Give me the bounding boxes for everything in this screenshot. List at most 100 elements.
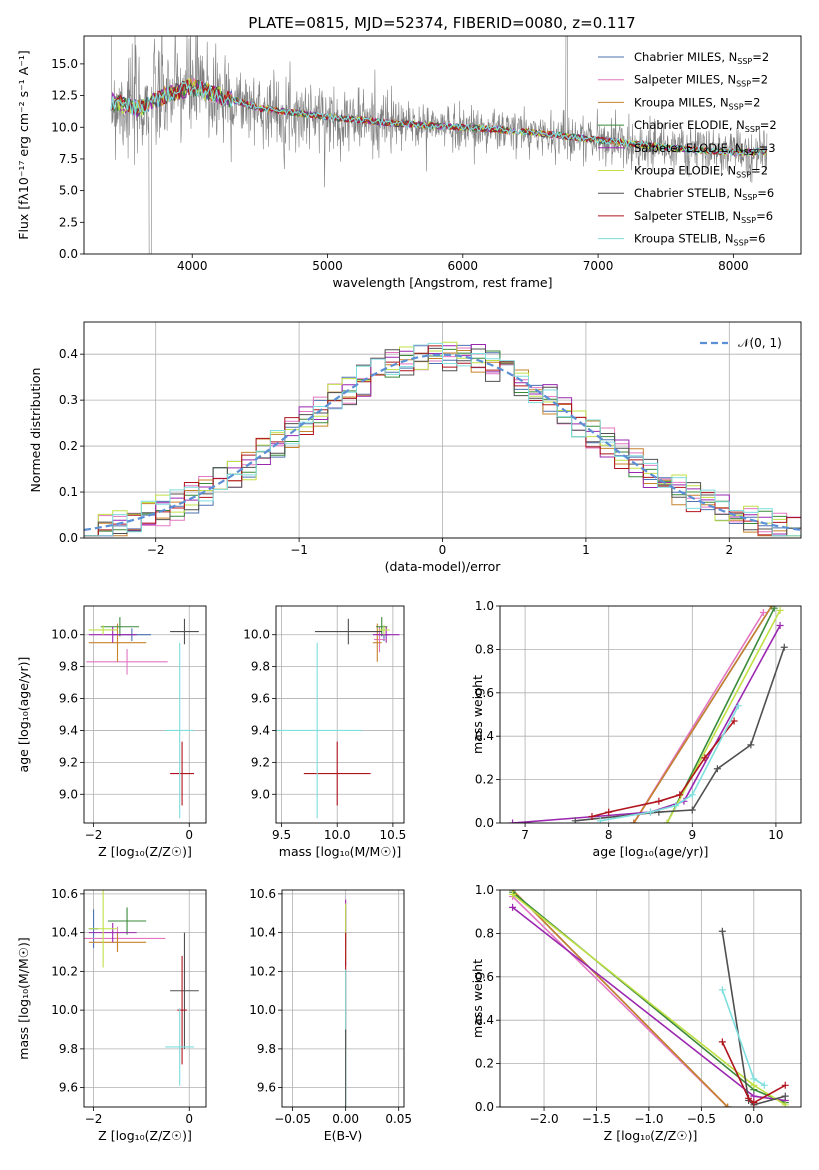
weight-marker [750, 1075, 758, 1083]
legend-label: 𝒩(0, 1) [738, 336, 782, 350]
figure-title: PLATE=0815, MJD=52374, FIBERID=0080, z=0… [248, 14, 635, 32]
legend-label: Salpeter MILES, NSSP=2 [634, 73, 768, 89]
normal-distribution-curve [84, 353, 801, 531]
x-tick-label: 0.05 [385, 1112, 412, 1126]
legend-subscript: SSP [745, 125, 760, 134]
axes-frame [499, 605, 802, 824]
axes-frame [275, 605, 405, 824]
weight-marker [730, 717, 738, 725]
y-tick-label: 9.8 [59, 1042, 78, 1056]
x-tick-label: 10 [768, 828, 783, 842]
model-spectrum-kroupa-stelib [110, 81, 768, 158]
axes-age_vs_z: −2 0 9.0 9.2 9.4 9.6 9.8 10.0 Z [log₁₀(Z/Z☉)] age… [16, 605, 207, 859]
weight-marker [724, 1103, 732, 1107]
x-axis-label: Z [log₁₀(Z/Z☉)] [604, 1128, 698, 1143]
y-tick-label: 9.4 [251, 723, 270, 737]
legend-suffix: =6 [749, 232, 766, 246]
axes-frame [281, 889, 405, 1108]
weight-marker [655, 797, 663, 805]
weight-marker [688, 791, 696, 799]
x-tick-label: −0.5 [687, 1112, 716, 1126]
x-tick-label: 4000 [177, 259, 208, 273]
weight-marker [781, 1101, 789, 1107]
weight-line-salpeter-stelib [591, 720, 735, 818]
x-tick-label: −2 [85, 828, 103, 842]
weight-marker [750, 1099, 758, 1107]
weight-marker [663, 819, 671, 823]
x-axis-label: mass [log₁₀(M/M☉)] [279, 844, 401, 859]
y-tick-label: 9.0 [251, 787, 270, 801]
y-axis-label: mass [log₁₀(M/M☉)] [16, 937, 31, 1059]
y-axis-label: Flux [fλ10⁻¹⁷ erg cm⁻² s⁻¹ A⁻¹] [16, 50, 31, 239]
weight-marker [747, 741, 755, 749]
x-tick-label: 8 [605, 828, 613, 842]
weight-marker [718, 986, 726, 994]
weight-marker [596, 817, 604, 823]
weight-marker [647, 808, 654, 816]
y-tick-label: 10.4 [51, 926, 78, 940]
legend-suffix: =2 [760, 118, 777, 132]
weight-line-kroupa-elodie [666, 609, 781, 823]
y-tick-label: 9.6 [251, 692, 270, 706]
x-axis-label: Z [log₁₀(Z/Z☉)] [98, 844, 192, 859]
axes-weight_vs_age: 7 8 9 10 0.0 0.2 0.4 0.6 0.8 1.0 age [log₁₀(age/yr… [470, 599, 802, 859]
x-tick-label: −0.05 [274, 1112, 311, 1126]
weight-marker [776, 606, 784, 614]
y-tick-label: 0.6 [475, 970, 494, 984]
x-tick-label: 0.00 [332, 1112, 359, 1126]
residuals-legend: 𝒩(0, 1) [700, 336, 782, 350]
plot-area-spectrum [110, 36, 768, 254]
y-tick-label: 10.2 [51, 964, 78, 978]
weight-marker [718, 927, 726, 935]
y-tick-label: 0.2 [475, 773, 494, 787]
y-tick-label: 0.8 [475, 642, 494, 656]
weight-line-kroupa-miles [512, 890, 729, 1107]
y-tick-label: 9.8 [59, 660, 78, 674]
x-tick-label: 10.0 [324, 828, 351, 842]
x-axis-label: wavelength [Angstrom, rest frame] [332, 275, 552, 290]
y-tick-label: 9.8 [257, 1042, 276, 1056]
weight-marker [745, 1094, 753, 1102]
y-tick-label: 0.4 [475, 729, 494, 743]
weight-marker [759, 609, 767, 617]
plot-area-weight_vs_z [509, 890, 789, 1107]
y-tick-label: 2.5 [59, 215, 78, 229]
legend-subscript: SSP [734, 239, 749, 248]
legend-subscript: SSP [741, 216, 756, 225]
weight-marker [571, 817, 579, 823]
x-tick-label: −2.0 [529, 1112, 558, 1126]
weight-marker [713, 765, 721, 773]
x-axis-label: E(B-V) [324, 1128, 363, 1143]
axes-spectrum: 4000 5000 6000 7000 8000 0.0 2.5 5.0 7.5 10.0 12.5… [16, 35, 802, 290]
weight-marker [734, 702, 742, 710]
legend-label: Chabrier MILES, NSSP=2 [634, 50, 769, 66]
y-tick-label: 9.2 [59, 755, 78, 769]
y-axis-label: age [log₁₀(age/yr)] [16, 657, 31, 773]
model-spectrum-salpeter-stelib [110, 79, 768, 157]
x-tick-label: −2 [147, 543, 165, 557]
y-tick-label: 9.2 [251, 755, 270, 769]
legend-suffix: =6 [756, 209, 773, 223]
legend-suffix: =2 [752, 50, 769, 64]
x-tick-label: 0 [439, 543, 447, 557]
x-tick-label: 7 [521, 828, 529, 842]
x-tick-label: 0.0 [744, 1112, 763, 1126]
y-tick-label: 10.0 [51, 1003, 78, 1017]
x-axis-label: age [log₁₀(age/yr)] [593, 844, 709, 859]
y-axis-label: mass weight [470, 959, 485, 1038]
x-tick-label: 9.5 [272, 828, 291, 842]
legend-subscript: SSP [736, 171, 751, 180]
y-tick-label: 10.0 [51, 120, 78, 134]
weight-marker [509, 890, 517, 898]
x-tick-label: 0 [185, 828, 193, 842]
spectrum-legend: Chabrier MILES, NSSP=2 Salpeter MILES, NS… [598, 50, 777, 248]
axes-mass_vs_ebv: −0.05 0.00 0.05 9.6 9.8 10.0 10.2 10.4 10.6 E(B-V… [249, 887, 412, 1143]
y-tick-label: 10.0 [51, 628, 78, 642]
legend-suffix: =2 [751, 164, 768, 178]
y-tick-label: 10.6 [249, 887, 276, 901]
y-tick-label: 10.6 [51, 887, 78, 901]
legend-label: Chabrier STELIB, NSSP=6 [634, 186, 774, 202]
x-tick-label: 6000 [448, 259, 479, 273]
axes-residuals: −2 −1 0 1 2 0.0 0.1 0.2 0.3 0.4 (data-model)/error… [28, 321, 802, 574]
y-tick-label: 10.2 [249, 964, 276, 978]
